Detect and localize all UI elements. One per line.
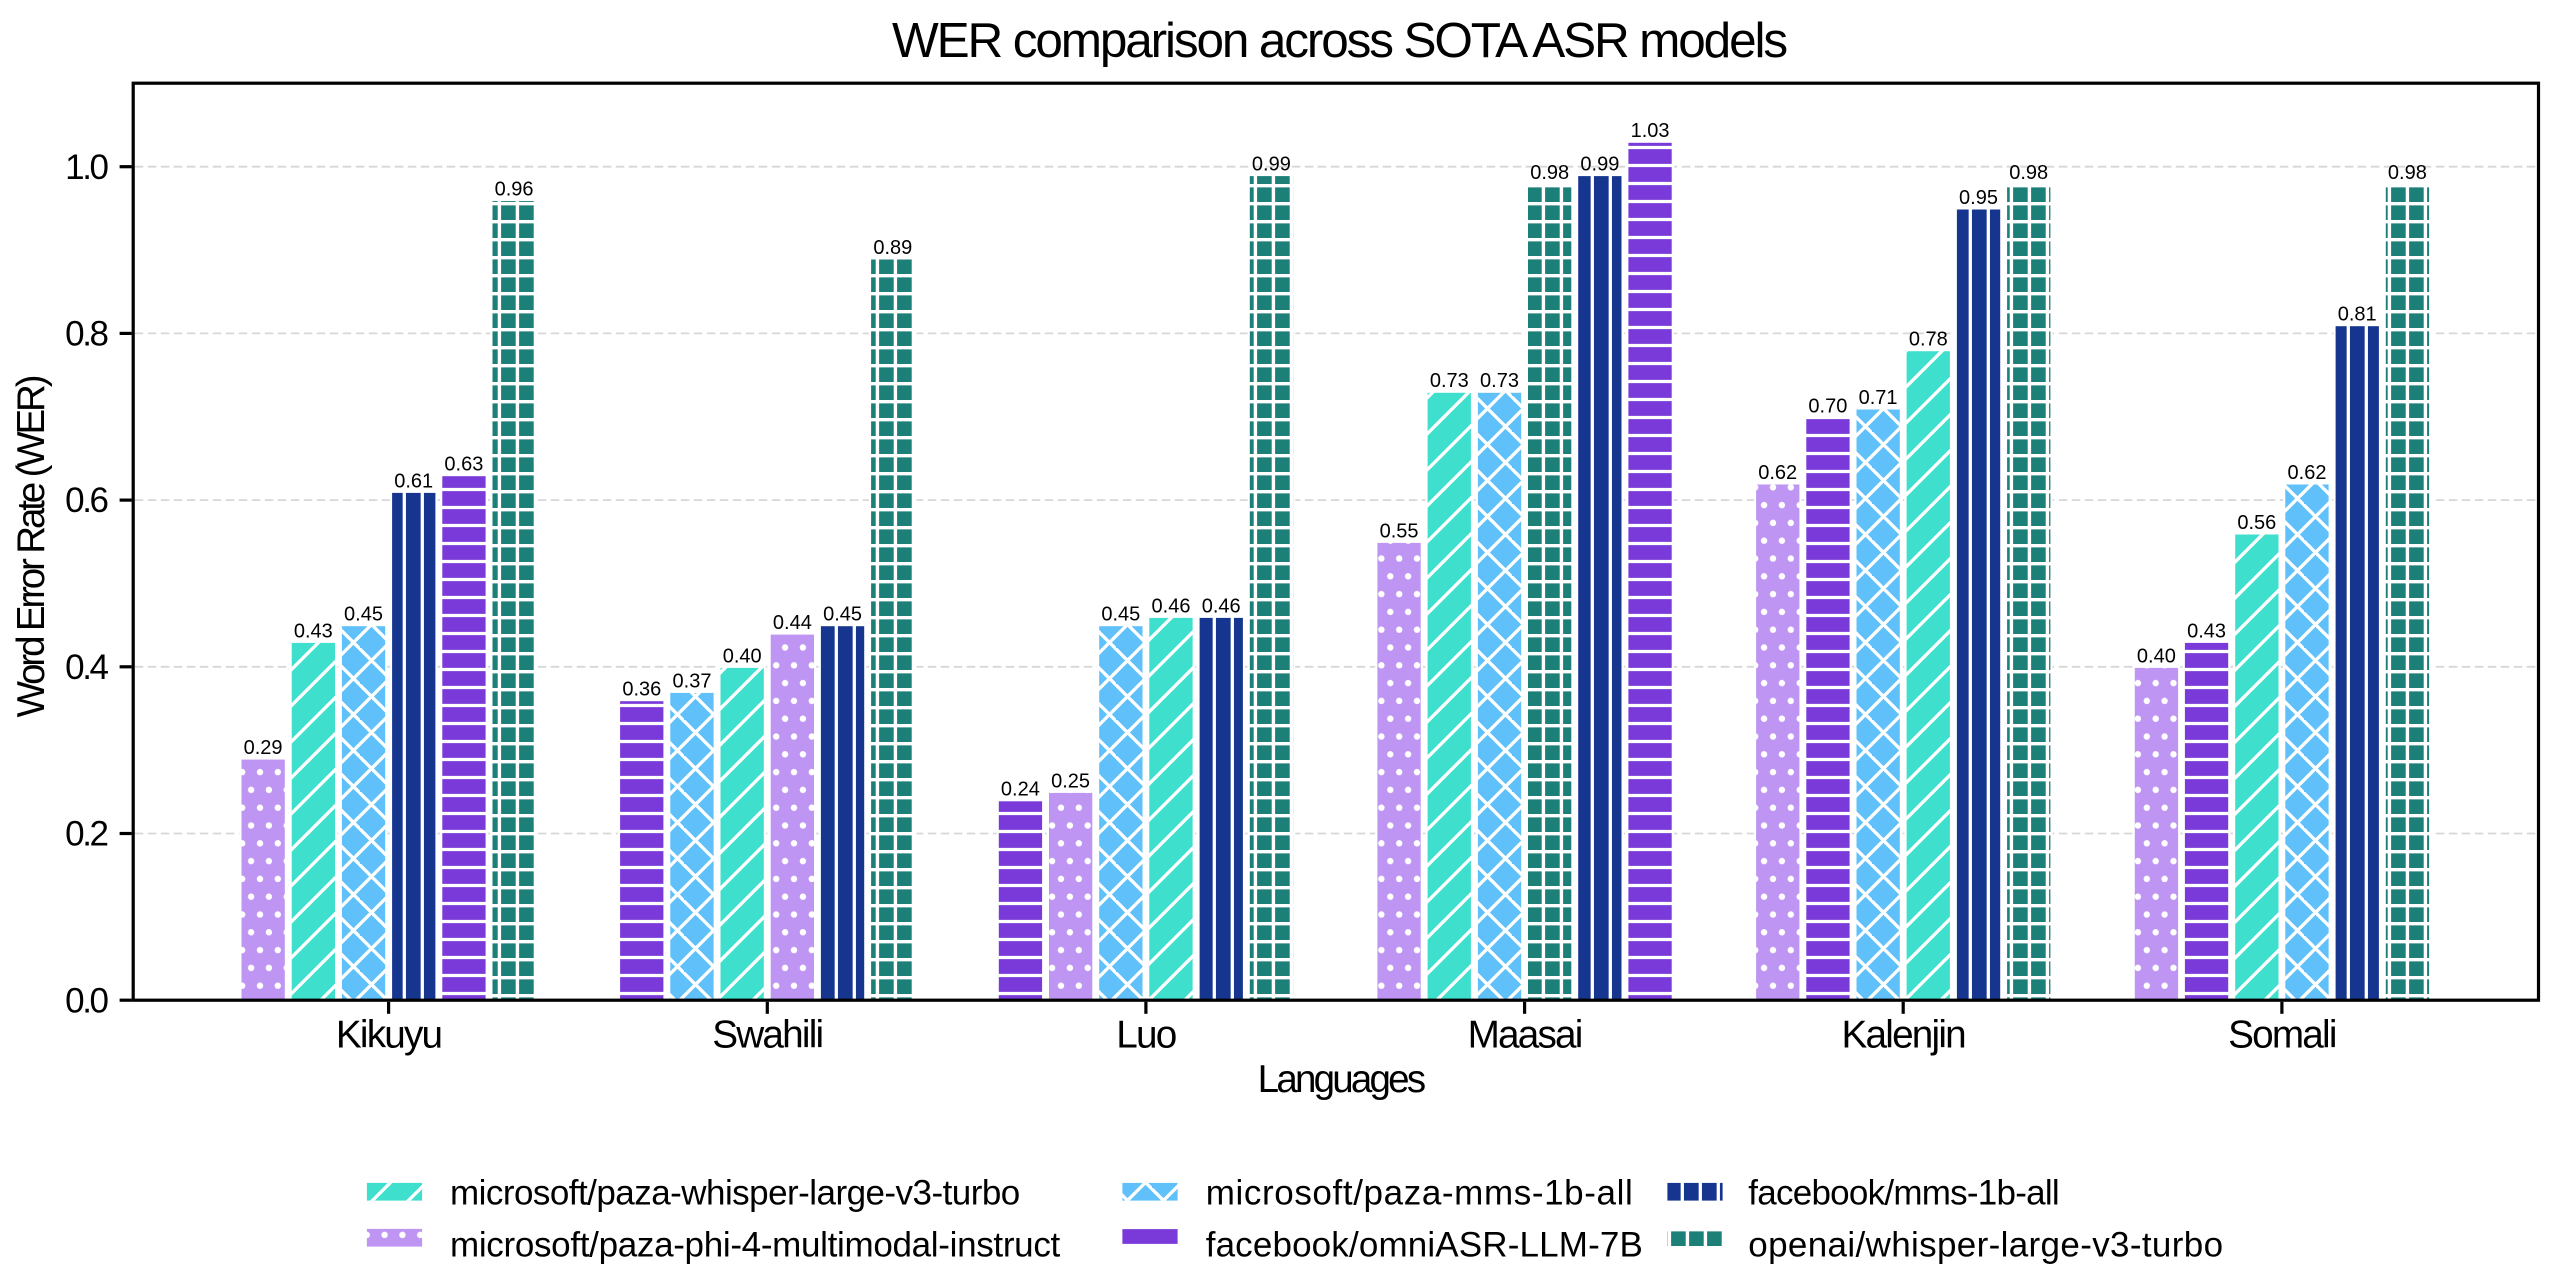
- svg-text:0.98: 0.98: [2009, 162, 2048, 184]
- svg-text:0.40: 0.40: [723, 645, 762, 667]
- svg-text:microsoft/paza-mms-1b-all: microsoft/paza-mms-1b-all: [1206, 1173, 1634, 1212]
- svg-text:0.99: 0.99: [1580, 154, 1619, 176]
- svg-text:0.45: 0.45: [1101, 604, 1140, 626]
- svg-text:0.78: 0.78: [1909, 329, 1948, 351]
- svg-text:0.98: 0.98: [2388, 162, 2427, 184]
- svg-text:Maasai: Maasai: [1468, 1014, 1582, 1057]
- svg-text:Kikuyu: Kikuyu: [336, 1014, 441, 1057]
- svg-text:microsoft/paza-whisper-large-v: microsoft/paza-whisper-large-v3-turbo: [450, 1173, 1020, 1212]
- svg-text:Kalenjin: Kalenjin: [1842, 1014, 1965, 1057]
- svg-text:0.56: 0.56: [2237, 512, 2276, 534]
- svg-text:0.61: 0.61: [394, 470, 433, 492]
- svg-text:1.03: 1.03: [1631, 120, 1670, 142]
- svg-text:Somali: Somali: [2228, 1014, 2336, 1057]
- svg-text:0.63: 0.63: [444, 454, 483, 476]
- svg-text:0.89: 0.89: [873, 237, 912, 259]
- svg-text:Word Error Rate (WER): Word Error Rate (WER): [10, 376, 53, 717]
- svg-text:0.71: 0.71: [1859, 387, 1898, 409]
- svg-text:0.45: 0.45: [344, 604, 383, 626]
- svg-text:0.73: 0.73: [1430, 370, 1469, 392]
- svg-text:0.46: 0.46: [1202, 595, 1241, 617]
- svg-text:openai/whisper-large-v3-turbo: openai/whisper-large-v3-turbo: [1748, 1225, 2223, 1264]
- svg-text:0.96: 0.96: [495, 179, 534, 201]
- svg-text:0.44: 0.44: [773, 612, 812, 634]
- svg-text:WER comparison across SOTA ASR: WER comparison across SOTA ASR models: [892, 13, 1786, 68]
- svg-text:0.2: 0.2: [65, 815, 107, 854]
- svg-text:microsoft/paza-phi-4-multimoda: microsoft/paza-phi-4-multimodal-instruct: [450, 1225, 1061, 1264]
- svg-text:0.8: 0.8: [65, 315, 107, 354]
- svg-text:0.46: 0.46: [1152, 595, 1191, 617]
- svg-text:0.43: 0.43: [294, 620, 333, 642]
- svg-text:0.81: 0.81: [2338, 304, 2377, 326]
- svg-text:1.0: 1.0: [65, 148, 108, 187]
- svg-text:0.37: 0.37: [673, 670, 712, 692]
- svg-text:Luo: Luo: [1116, 1014, 1175, 1057]
- svg-text:0.45: 0.45: [823, 604, 862, 626]
- svg-text:0.55: 0.55: [1380, 520, 1419, 542]
- svg-text:0.95: 0.95: [1959, 187, 1998, 209]
- svg-text:0.6: 0.6: [65, 481, 107, 520]
- svg-text:0.36: 0.36: [622, 679, 661, 701]
- svg-text:0.99: 0.99: [1252, 154, 1291, 176]
- svg-text:0.24: 0.24: [1001, 779, 1040, 801]
- svg-text:0.98: 0.98: [1530, 162, 1569, 184]
- svg-text:0.40: 0.40: [2137, 645, 2176, 667]
- svg-text:0.0: 0.0: [65, 981, 108, 1020]
- svg-text:0.29: 0.29: [244, 737, 283, 759]
- svg-text:0.73: 0.73: [1480, 370, 1519, 392]
- svg-text:facebook/omniASR-LLM-7B: facebook/omniASR-LLM-7B: [1206, 1225, 1643, 1264]
- svg-text:Languages: Languages: [1258, 1058, 1425, 1101]
- svg-text:0.70: 0.70: [1808, 395, 1847, 417]
- svg-text:0.62: 0.62: [2288, 462, 2327, 484]
- svg-text:0.25: 0.25: [1051, 770, 1090, 792]
- svg-text:0.4: 0.4: [65, 648, 108, 687]
- svg-text:Swahili: Swahili: [712, 1014, 822, 1057]
- svg-text:facebook/mms-1b-all: facebook/mms-1b-all: [1748, 1173, 2059, 1212]
- svg-text:0.43: 0.43: [2187, 620, 2226, 642]
- svg-text:0.62: 0.62: [1758, 462, 1797, 484]
